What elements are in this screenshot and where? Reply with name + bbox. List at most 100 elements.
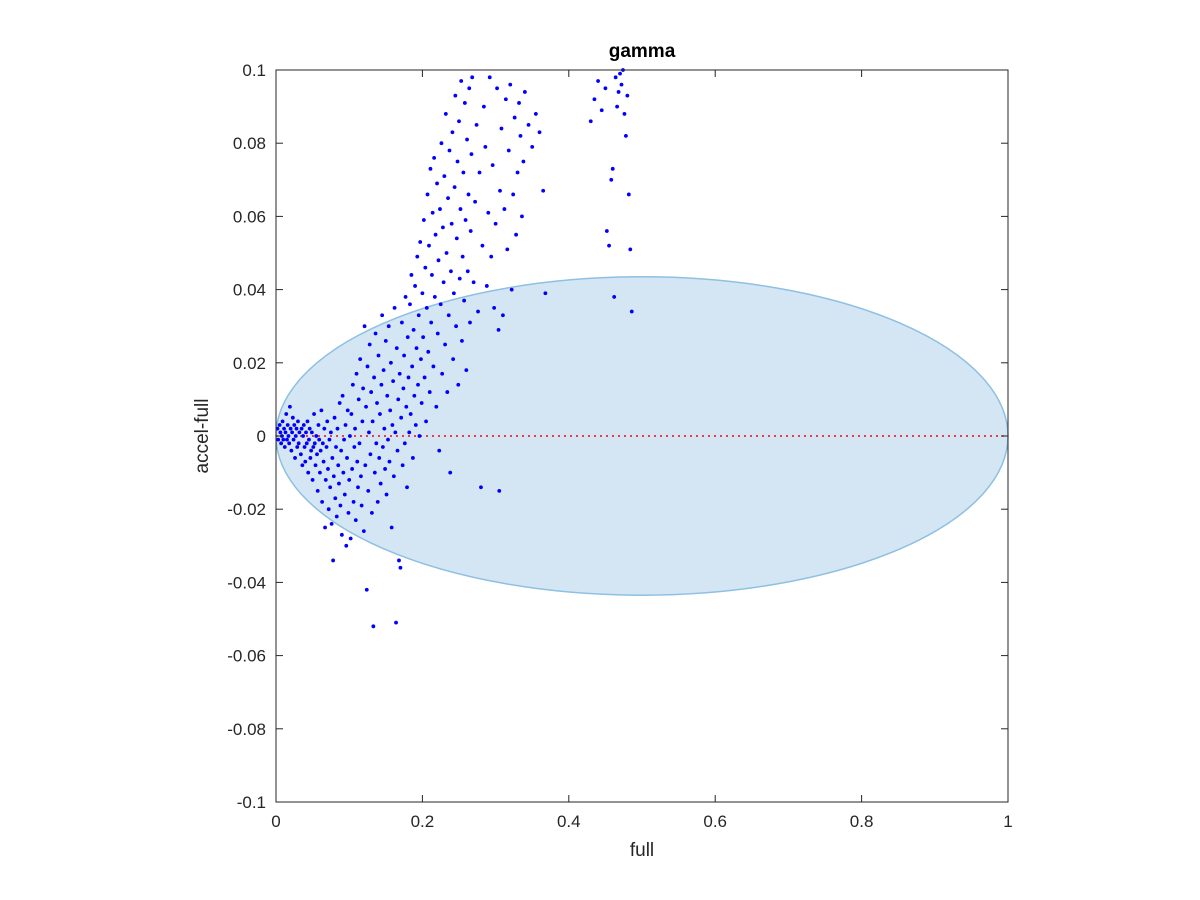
data-point [291, 437, 296, 442]
data-point [331, 474, 336, 479]
data-point [293, 456, 297, 460]
data-point [346, 510, 351, 515]
data-point [616, 90, 621, 94]
data-point [413, 423, 418, 427]
chart-title: gamma [609, 41, 676, 62]
data-point [353, 518, 358, 523]
x-axis-label: full [630, 840, 654, 861]
data-point [603, 86, 608, 91]
data-point [380, 313, 385, 318]
data-point [315, 489, 320, 493]
data-point [334, 514, 339, 519]
data-point [526, 123, 531, 127]
data-point [388, 408, 393, 413]
data-point [357, 441, 362, 446]
data-point [623, 133, 628, 138]
data-point [384, 492, 389, 497]
data-point [416, 382, 420, 387]
data-point [424, 306, 429, 310]
data-point [470, 75, 475, 80]
data-point [316, 423, 321, 427]
data-point [335, 426, 340, 431]
data-point [310, 478, 315, 482]
data-point [445, 390, 450, 394]
data-point [391, 379, 396, 383]
data-point [293, 434, 298, 438]
data-point [359, 503, 364, 508]
data-point [383, 338, 388, 343]
data-point [515, 170, 520, 175]
data-point [452, 185, 457, 190]
data-point [442, 174, 447, 179]
data-point [506, 148, 511, 153]
data-point [331, 558, 335, 563]
data-point [468, 229, 473, 233]
data-point [449, 221, 454, 226]
data-point [323, 478, 328, 482]
data-point [457, 276, 462, 281]
data-point [375, 499, 380, 504]
data-point [486, 210, 491, 215]
data-point [456, 382, 461, 387]
data-point [303, 459, 308, 464]
data-point [609, 177, 614, 182]
data-point [517, 101, 521, 105]
data-point [276, 437, 281, 442]
data-point [308, 456, 313, 460]
data-point [428, 166, 433, 171]
data-point [469, 152, 474, 157]
data-point [395, 448, 400, 453]
data-point [383, 467, 387, 471]
data-point [457, 119, 461, 124]
data-point [386, 324, 391, 329]
data-point [301, 423, 306, 427]
data-point [512, 115, 517, 120]
data-point [430, 273, 434, 277]
data-point [446, 313, 451, 318]
data-point [410, 456, 415, 460]
data-point [373, 331, 378, 336]
data-point [351, 499, 356, 504]
data-point [386, 437, 390, 442]
x-tick-label: 0.8 [850, 812, 874, 831]
data-point [424, 419, 428, 424]
y-tick-label: 0.08 [233, 134, 266, 153]
data-point [337, 481, 341, 486]
data-point [403, 295, 408, 299]
data-point [501, 313, 505, 318]
data-point [432, 295, 437, 299]
data-point [437, 448, 442, 453]
y-tick-label: 0.04 [233, 281, 266, 300]
data-point [288, 404, 292, 409]
data-point [359, 474, 363, 479]
data-point [615, 104, 620, 109]
data-point [375, 401, 379, 405]
data-point [296, 419, 300, 424]
data-point [607, 243, 611, 248]
data-point [426, 349, 431, 354]
data-point [282, 426, 286, 431]
data-point [447, 148, 452, 153]
data-point [353, 426, 357, 431]
data-point [408, 412, 413, 416]
data-point [409, 273, 414, 277]
data-point [629, 309, 634, 314]
data-point [337, 401, 342, 405]
data-point [441, 280, 446, 285]
data-point [439, 141, 444, 146]
x-axis-ticks: 0 0.2 0.4 0.6 0.8 1 [271, 70, 1013, 831]
data-point [613, 75, 618, 80]
data-point [348, 434, 352, 438]
data-point [430, 210, 435, 215]
data-point [322, 426, 327, 431]
data-point [344, 543, 349, 548]
data-point [285, 423, 290, 427]
data-point [340, 393, 345, 398]
data-point [364, 587, 369, 592]
data-point [431, 364, 436, 369]
data-point [328, 485, 333, 490]
data-point [397, 558, 401, 563]
data-point [514, 232, 518, 237]
data-point [414, 346, 419, 351]
